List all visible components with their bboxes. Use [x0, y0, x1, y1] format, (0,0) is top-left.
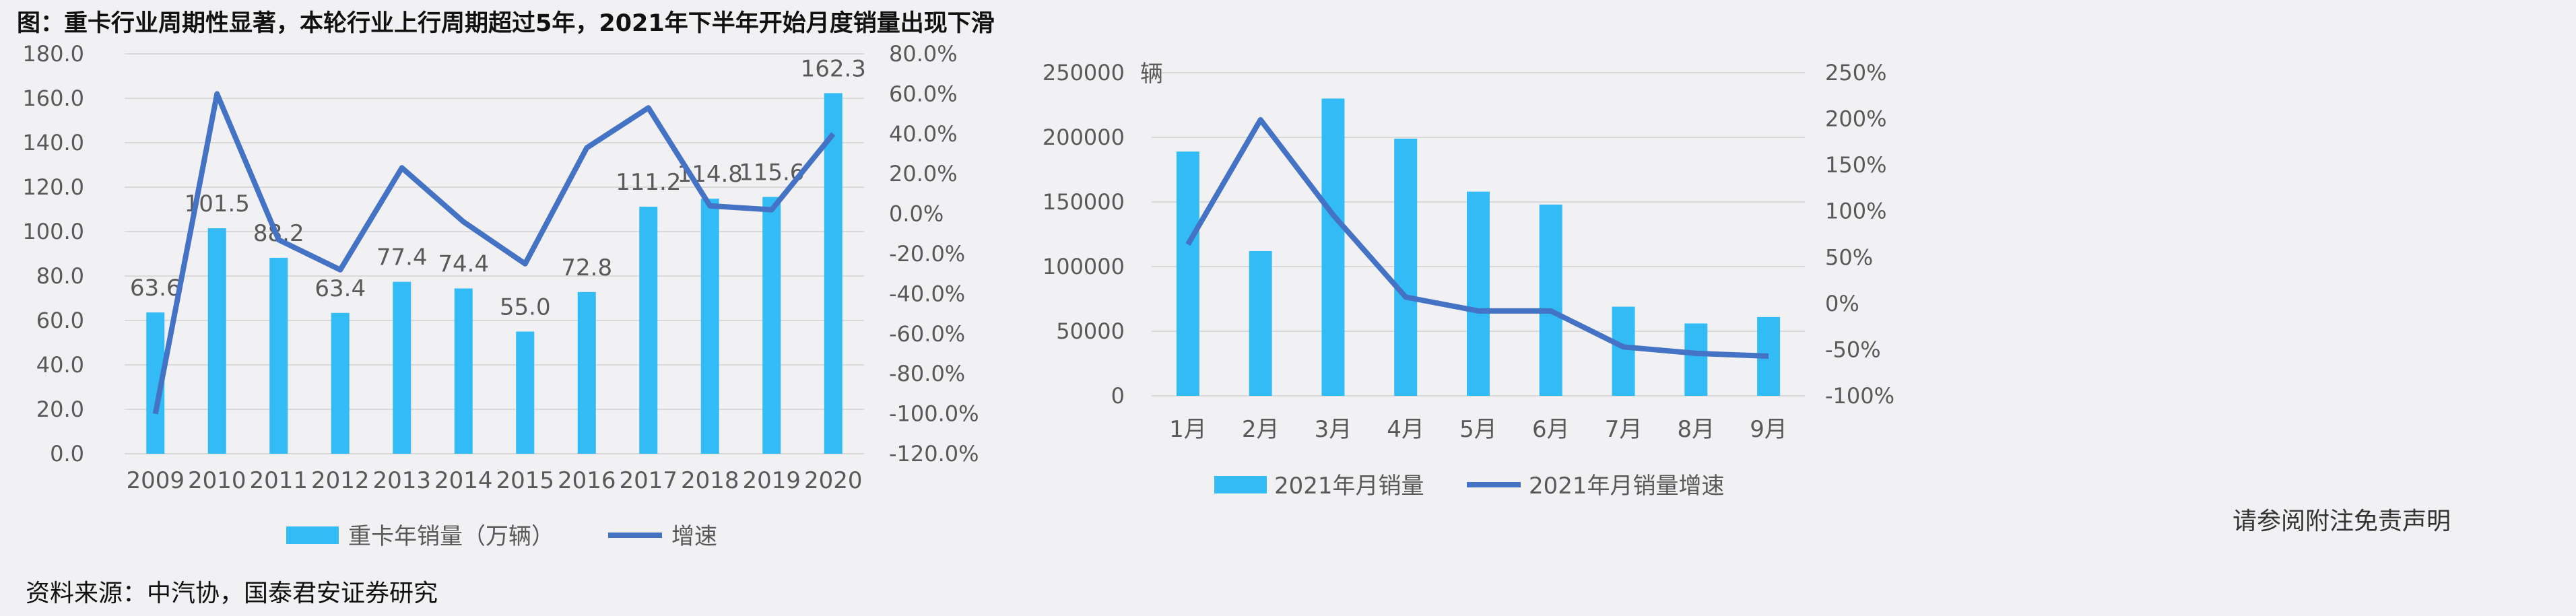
bar	[1612, 306, 1635, 396]
x-tick-label: 1月	[1169, 416, 1207, 443]
y2-tick-label: 60.0%	[889, 81, 958, 106]
x-tick-label: 9月	[1750, 416, 1787, 443]
data-label: 72.8	[561, 254, 612, 281]
bar	[331, 312, 350, 454]
data-label: 162.3	[801, 55, 866, 82]
y-tick-label: 250000	[1043, 60, 1125, 85]
y-tick-label: 150000	[1043, 189, 1125, 215]
y-tick-label: 50000	[1056, 318, 1125, 344]
y2-tick-label: 100%	[1825, 199, 1886, 224]
page-title: 图：重卡行业周期性显著，本轮行业上行周期超过5年，2021年下半年开始月度销量出…	[17, 10, 995, 37]
x-tick-label: 2013	[372, 467, 431, 494]
y-tick-label: 0	[1111, 383, 1125, 409]
y-tick-label: 40.0	[36, 352, 84, 378]
bar	[762, 197, 781, 454]
bar	[1539, 204, 1562, 396]
y2-tick-label: 40.0%	[889, 121, 958, 147]
y2-tick-label: -40.0%	[889, 281, 965, 306]
x-tick-label: 4月	[1387, 416, 1424, 443]
x-tick-label: 2018	[681, 467, 739, 494]
y2-tick-label: -100%	[1825, 383, 1894, 409]
x-tick-label: 8月	[1678, 416, 1715, 443]
x-tick-label: 2017	[619, 467, 678, 494]
y-tick-label: 120.0	[22, 174, 84, 200]
x-tick-label: 7月	[1605, 416, 1643, 443]
y-axis-unit-label: 辆	[1140, 61, 1163, 88]
monthly-sales-chart: 0 50000 100000 150000 200000 250000 辆 -100% -50%…	[1043, 60, 1894, 500]
x-tick-label: 2009	[126, 467, 185, 494]
y-tick-label: 20.0	[36, 397, 84, 422]
bar	[577, 292, 596, 454]
bar	[393, 281, 411, 454]
bar	[639, 207, 658, 454]
y2-tick-label: 200%	[1825, 106, 1886, 132]
x-tick-label: 2010	[188, 467, 246, 494]
y2-tick-label: -80.0%	[889, 361, 965, 386]
x-tick-label: 3月	[1315, 416, 1352, 443]
y-tick-label: 100000	[1043, 254, 1125, 279]
y2-tick-label: 80.0%	[889, 41, 958, 67]
y2-tick-label: 150%	[1825, 152, 1886, 178]
bar	[207, 228, 226, 454]
disclaimer-note: 请参阅附注免责声明	[2233, 508, 2451, 535]
x-tick-label: 2012	[311, 467, 370, 494]
growth-line	[152, 91, 836, 415]
y2-tick-label: 0.0%	[889, 201, 944, 227]
y-tick-label: 140.0	[22, 130, 84, 156]
bar	[516, 331, 535, 454]
bar	[1394, 138, 1418, 397]
bar	[1684, 323, 1708, 396]
data-label: 63.4	[315, 275, 366, 302]
x-tick-label: 2014	[434, 467, 493, 494]
bar	[1249, 250, 1272, 396]
y2-tick-label: -60.0%	[889, 321, 965, 347]
bar	[700, 199, 719, 454]
y-tick-label: 0.0	[50, 441, 84, 467]
x-tick-label: 2015	[496, 467, 554, 494]
source-note: 资料来源：中汽协，国泰君安证券研究	[26, 580, 438, 607]
y2-tick-label: 20.0%	[889, 161, 958, 186]
y2-tick-label: -100.0%	[889, 401, 979, 427]
x-tick-label: 2011	[249, 467, 308, 494]
y-tick-label: 200000	[1043, 125, 1125, 150]
y2-tick-label: 250%	[1825, 60, 1886, 85]
bar	[454, 288, 473, 454]
data-label: 74.4	[438, 250, 489, 277]
growth-line	[1185, 116, 1769, 360]
x-tick-label: 6月	[1532, 416, 1570, 443]
legend-label: 增速	[671, 523, 717, 550]
bar	[269, 257, 288, 454]
data-label: 63.6	[130, 275, 181, 302]
x-tick-label: 2020	[804, 467, 863, 494]
legend-label: 重卡年销量（万辆）	[348, 523, 554, 550]
x-tick-label: 2月	[1242, 416, 1280, 443]
bar	[824, 93, 843, 454]
y2-tick-label: -20.0%	[889, 241, 965, 267]
legend-label: 2021年月销量增速	[1529, 473, 1725, 500]
data-label: 55.0	[500, 294, 551, 321]
x-tick-label: 2016	[558, 467, 616, 494]
y-tick-label: 180.0	[22, 41, 84, 67]
data-label: 77.4	[376, 244, 428, 271]
data-label: 111.2	[616, 169, 681, 196]
y-tick-label: 80.0	[36, 263, 84, 289]
legend-swatch-bar	[1214, 476, 1267, 493]
y-tick-label: 160.0	[22, 85, 84, 111]
y2-tick-label: -50%	[1825, 337, 1881, 362]
bar	[1467, 191, 1490, 396]
y2-tick-label: 50%	[1825, 244, 1873, 270]
x-tick-label: 5月	[1459, 416, 1497, 443]
y2-tick-label: -120.0%	[889, 441, 979, 467]
y2-tick-label: 0%	[1825, 291, 1859, 316]
y-tick-label: 60.0	[36, 308, 84, 333]
annual-sales-chart: 0.0 20.0 40.0 60.0 80.0 100.0 120.0 140.0 160.0 1…	[22, 41, 979, 550]
legend-swatch-bar	[286, 526, 339, 544]
bar	[1176, 151, 1199, 396]
y-tick-label: 100.0	[22, 219, 84, 244]
bar	[1321, 98, 1345, 396]
x-tick-label: 2019	[742, 467, 801, 494]
legend-label: 2021年月销量	[1274, 473, 1424, 500]
